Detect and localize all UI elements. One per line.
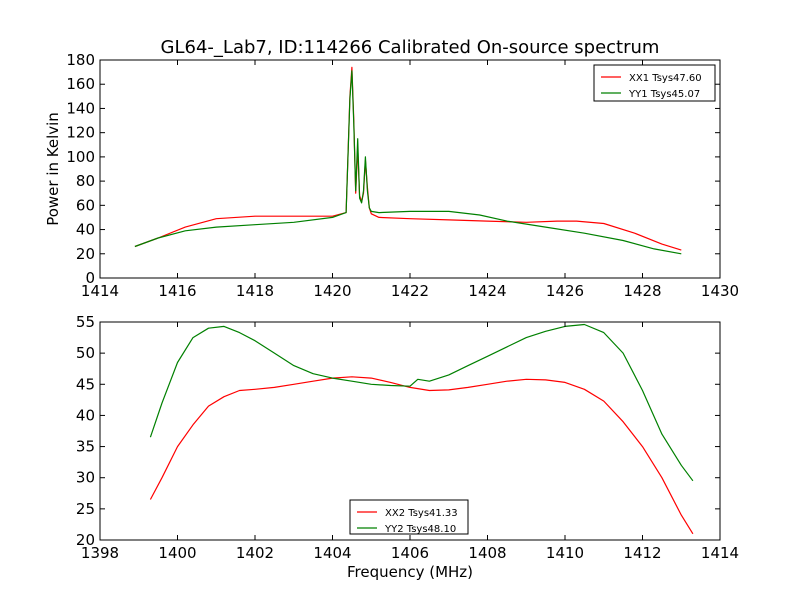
panel-0-legend-box [593,64,716,102]
panel-1-xtick-label-4: 1406 [391,544,429,562]
panel-1-ytick-label-4: 40 [76,406,95,424]
panel-0-series-1-line [134,70,682,255]
panel-1-xtick-label-5: 1408 [468,544,506,562]
panel-0-ytick-label-3: 60 [76,196,95,214]
panel-0-ytick-label-8: 160 [66,75,95,93]
panel-1-ytick-label-6: 50 [76,344,95,362]
panel-0-xtick-label-7: 1428 [623,282,661,300]
panel-0-xtick-label-2: 1418 [236,282,274,300]
panel-1-xtick-label-7: 1412 [623,544,661,562]
panel-0-legend-label-1: YY1 Tsys45.07 [628,89,700,100]
panel-0-ytick-label-5: 100 [66,148,95,166]
panel-0-legend-label-0: XX1 Tsys47.60 [629,73,702,84]
panel-0-ytick-label-7: 140 [66,99,95,117]
panel-1-ytick-label-3: 35 [76,438,95,456]
panel-1-ytick-label-1: 25 [76,500,95,518]
panel-1-ytick-label-5: 45 [76,375,95,393]
panel-1-xtick-label-6: 1410 [546,544,584,562]
panel-1-xtick-label-3: 1404 [313,544,351,562]
panel-0-ytick-label-2: 40 [76,221,95,239]
panel-0-xtick-label-1: 1416 [158,282,196,300]
panel-0-xtick-label-5: 1424 [468,282,506,300]
panel-0-ytick-label-1: 20 [76,245,95,263]
panel-1-legend-label-0: XX2 Tsys41.33 [385,508,458,519]
panel-0-xtick-label-4: 1422 [391,282,429,300]
panel-0-ytick-label-0: 0 [85,269,95,287]
panel-0-ytick-label-6: 120 [66,124,95,142]
panel-1-xtick-label-0: 1398 [81,544,119,562]
panel-1-xtick-label-1: 1400 [158,544,196,562]
panel-0-xtick-label-3: 1420 [313,282,351,300]
panel-0-xtick-label-6: 1426 [546,282,584,300]
bottom-xlabel: Frequency (MHz) [347,563,473,581]
panel-1-ytick-label-2: 30 [76,469,95,487]
panel-1-series-1-line [149,323,694,482]
panel-1-xtick-label-2: 1402 [236,544,274,562]
panel-0-legend: XX1 Tsys47.60 YY1 Tsys45.07 [593,64,716,102]
panel-1-ytick-label-7: 55 [76,313,95,331]
panel-1-legend: XX2 Tsys41.33 YY2 Tsys48.10 [349,499,469,535]
top-panel: 1414 1416 1418 1420 1422 1424 1426 1428 1430 0 20 4… [66,51,739,300]
panel-0-xtick-label-8: 1430 [701,282,739,300]
chart-title: GL64-_Lab7, ID:114266 Calibrated On-sour… [161,37,660,58]
panel-1-legend-label-1: YY2 Tsys48.10 [384,524,456,535]
panel-1-series-0-line [149,376,694,535]
panel-0-ytick-label-4: 80 [76,172,95,190]
bottom-panel: 1398 1400 1402 1404 1406 1408 1410 1412 1414 20 25… [76,313,739,562]
panel-0-ytick-label-9: 180 [66,51,95,69]
panel-0-xtick-label-0: 1414 [81,282,119,300]
panel-1-ytick-label-0: 20 [76,531,95,549]
panel-1-xtick-label-8: 1414 [701,544,739,562]
top-ylabel: Power in Kelvin [44,112,62,226]
